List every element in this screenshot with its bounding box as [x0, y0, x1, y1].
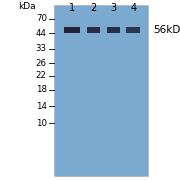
Text: 56kDa: 56kDa: [153, 25, 180, 35]
Text: 26: 26: [36, 59, 47, 68]
Text: kDa: kDa: [18, 2, 36, 11]
Text: 18: 18: [36, 86, 47, 94]
Text: 70: 70: [36, 14, 47, 23]
Text: 4: 4: [130, 3, 136, 13]
Text: 2: 2: [91, 3, 97, 13]
Bar: [87, 27, 100, 33]
Text: 33: 33: [36, 44, 47, 53]
Text: 22: 22: [36, 71, 47, 80]
Text: 10: 10: [36, 119, 47, 128]
Bar: [54, 5, 148, 176]
Text: 1: 1: [69, 3, 75, 13]
Bar: [64, 27, 80, 33]
Bar: [107, 27, 120, 33]
Text: 3: 3: [110, 3, 116, 13]
Text: 14: 14: [36, 102, 47, 111]
Text: 44: 44: [36, 29, 47, 38]
Bar: [126, 27, 140, 33]
